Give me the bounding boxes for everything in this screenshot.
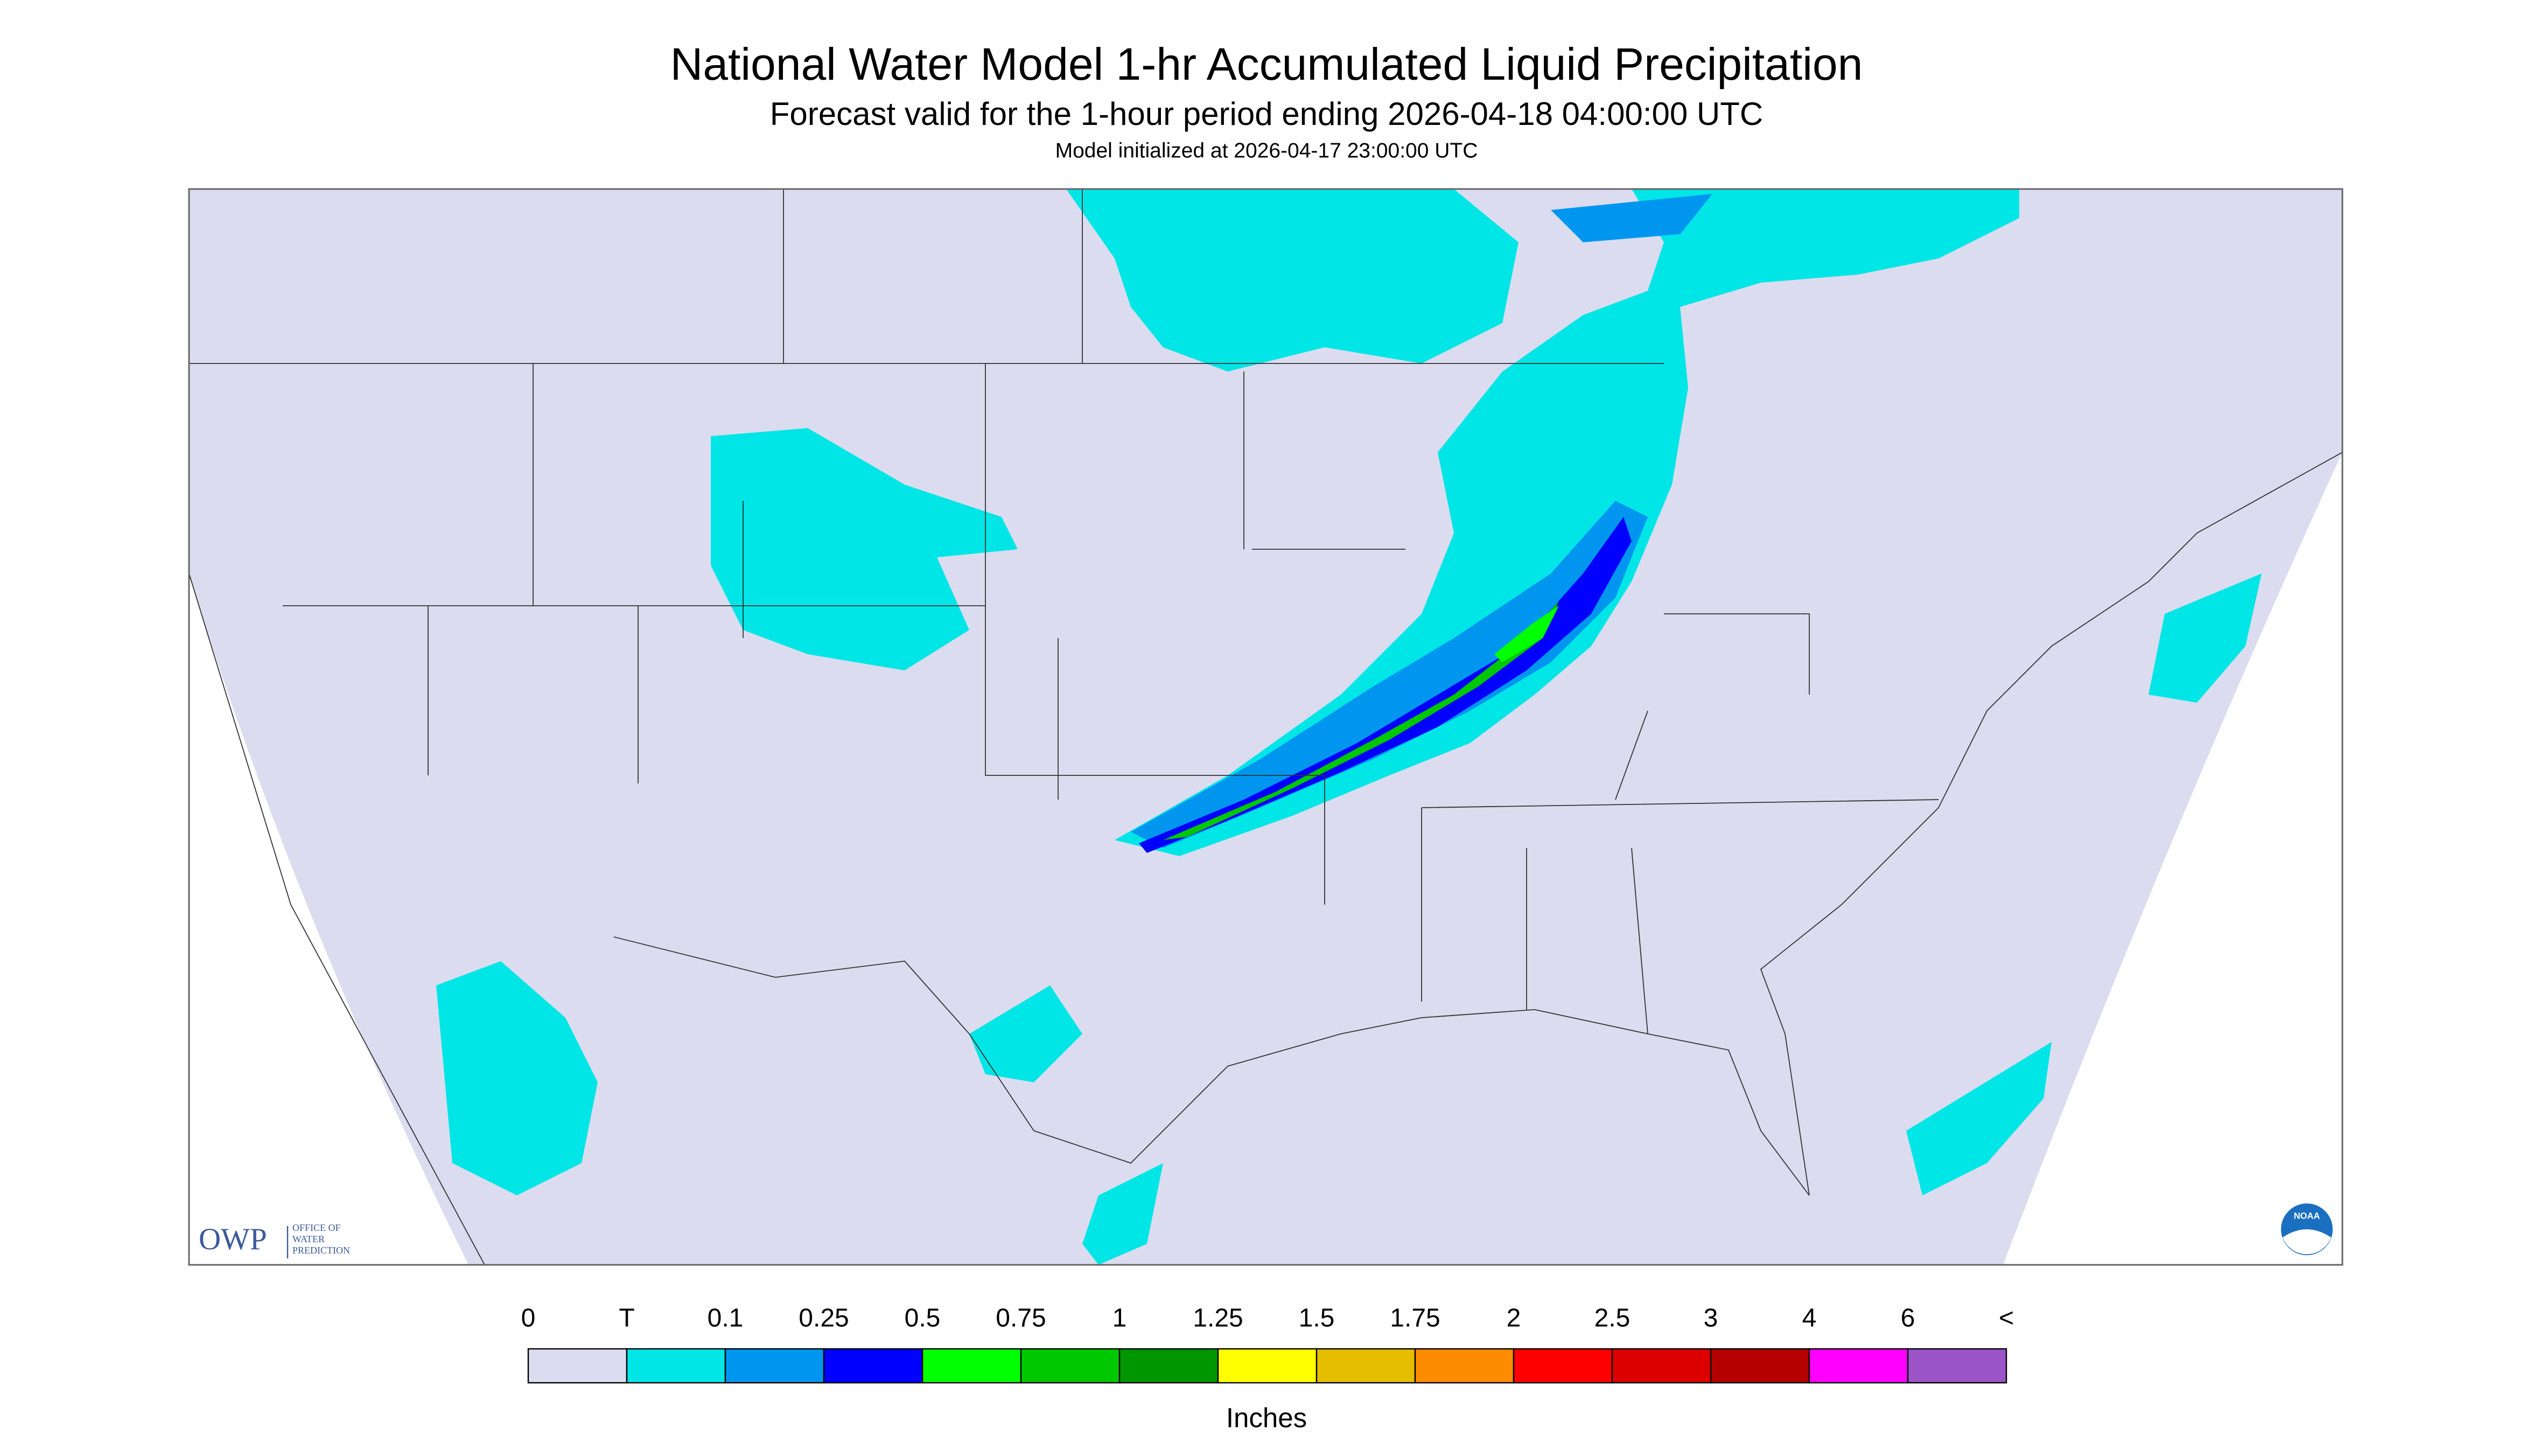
legend-swatch: [921, 1348, 1022, 1384]
title: National Water Model 1-hr Accumulated Li…: [670, 39, 1863, 89]
map: [189, 189, 2342, 1265]
map-frame: [188, 188, 2343, 1266]
legend-label: 2: [1507, 1304, 1521, 1333]
legend-label: <: [1999, 1304, 2014, 1333]
boundaries: [189, 189, 2342, 1265]
noaa-logo: NOAA: [2281, 1203, 2333, 1256]
legend-swatch: [1217, 1348, 1318, 1384]
legend-label: 2.5: [1594, 1304, 1631, 1333]
init-time: Model initialized at 2026-04-17 23:00:00…: [1055, 139, 1478, 162]
legend: 0 T 0.1 0.25 0.5 0.75 1 1.25 1.5 1.75 2 2.5 3 4 6 <: [521, 1304, 2014, 1384]
legend-label: 1.25: [1193, 1304, 1243, 1333]
legend-label: 0.5: [905, 1304, 941, 1333]
legend-swatch: [823, 1348, 923, 1384]
owp-logo: OWP OFFICE OF WATER PREDICTION: [199, 1222, 350, 1259]
legend-label: 0.25: [799, 1304, 849, 1333]
legend-swatch: [1710, 1348, 1810, 1384]
subtitle: Forecast valid for the 1-hour period end…: [770, 96, 1763, 132]
precip: [436, 189, 2262, 1265]
legend-label: 0.1: [708, 1304, 744, 1333]
noaa-text: NOAA: [2294, 1211, 2320, 1221]
legend-label: 1: [1112, 1304, 1127, 1333]
legend-swatch: [724, 1348, 825, 1384]
legend-label: 1.75: [1390, 1304, 1440, 1333]
legend-label: 3: [1704, 1304, 1718, 1333]
legend-swatch: [626, 1348, 726, 1384]
owp-abbr: OWP: [199, 1222, 267, 1256]
legend-label: 6: [1901, 1304, 1915, 1333]
legend-label: T: [619, 1304, 634, 1333]
legend-swatch: [1907, 1348, 2007, 1384]
owp-name: WATER: [292, 1234, 325, 1244]
legend-label: 1.5: [1299, 1304, 1335, 1333]
owp-name: PREDICTION: [292, 1245, 350, 1256]
legend-swatch: [1808, 1348, 1909, 1384]
legend-swatch: [1316, 1348, 1416, 1384]
legend-swatch: [1611, 1348, 1712, 1384]
legend-swatch: [1020, 1348, 1121, 1384]
legend-swatch: [527, 1348, 628, 1384]
legend-unit: Inches: [1226, 1402, 1307, 1433]
legend-swatch: [1414, 1348, 1515, 1384]
legend-label: 0: [521, 1304, 536, 1333]
legend-swatch: [1513, 1348, 1613, 1384]
legend-label: 4: [1802, 1304, 1817, 1333]
legend-label: 0.75: [996, 1304, 1046, 1333]
legend-swatch: [1118, 1348, 1219, 1384]
owp-name: OFFICE OF: [292, 1222, 341, 1233]
